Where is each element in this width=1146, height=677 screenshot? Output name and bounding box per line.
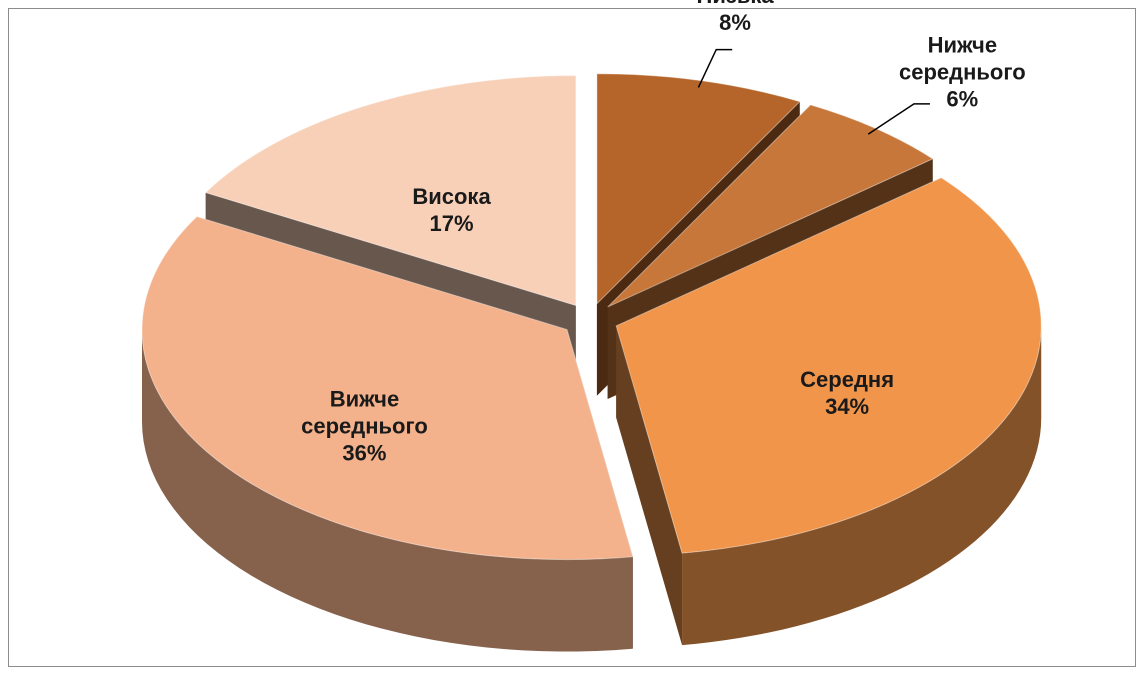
chart-frame [8,8,1136,667]
category-label: Вижче середнього [301,386,428,439]
leader-line [867,103,930,135]
value-label: 17% [429,211,474,237]
value-label: 34% [825,393,870,419]
slice-side [616,325,683,646]
data-label: Висока 17% [372,183,532,237]
slice-wall [141,329,633,652]
value-label: 8% [719,10,751,36]
data-label: Вижче середнього 36% [284,385,444,466]
category-label: Нижче середнього [898,32,1026,85]
value-label: 36% [342,440,387,466]
slice [615,177,1042,554]
data-label: Низька8% [655,0,815,36]
slice [141,216,634,561]
value-label: 6% [946,86,979,112]
slice-wall [682,325,1042,646]
leader-line [697,48,733,88]
slice [204,74,577,307]
data-label: Нижче середнього 6% [882,31,1042,112]
category-label: Середня [800,366,895,392]
data-label: Середня 34% [767,366,927,420]
category-label: Висока [412,184,491,210]
category-label: Низька [655,0,815,9]
